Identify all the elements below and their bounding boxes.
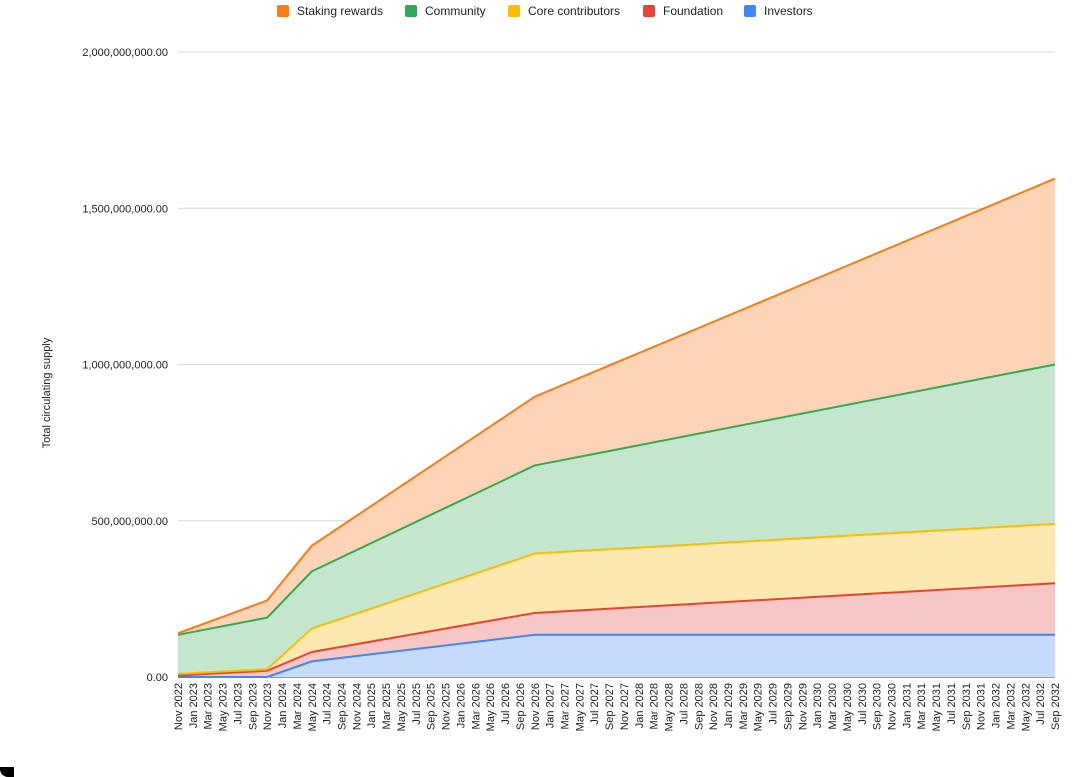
series-areas [178, 178, 1055, 677]
y-tick-label: 0.00 [147, 672, 168, 684]
x-tick-label: Nov 2028 [708, 683, 720, 730]
y-tick-label: 2,000,000,000.00 [82, 47, 168, 59]
y-tick-label: 1,500,000,000.00 [82, 203, 168, 215]
x-tick-label: Jan 2024 [277, 683, 289, 728]
x-tick-label: Nov 2030 [886, 683, 898, 730]
x-tick-label: Mar 2025 [381, 683, 393, 729]
x-tick-label: Nov 2026 [530, 683, 542, 730]
line-core-contributors[interactable] [177, 522, 1056, 675]
x-tick-label: May 2029 [753, 683, 765, 731]
legend-label: Core contributors [528, 4, 620, 18]
legend-item-core-contributors[interactable]: Core contributors [508, 4, 620, 18]
x-axis: Nov 2022 Jan 2023 Mar 2023 May 2023 Jul 2023… [173, 683, 1062, 731]
legend-swatch [405, 5, 417, 17]
x-tick-label: Nov 2023 [262, 683, 274, 730]
x-tick-label: May 2024 [307, 683, 319, 731]
y-axis-title: Total circulating supply [41, 337, 53, 448]
x-tick-label: May 2025 [396, 683, 408, 731]
series-lines [177, 177, 1056, 678]
line-foundation[interactable] [177, 582, 1056, 677]
x-tick-label: May 2023 [218, 683, 230, 731]
area-foundation[interactable] [178, 583, 1055, 677]
x-tick-label: Jul 2028 [678, 683, 690, 725]
x-tick-label: Sep 2024 [337, 683, 349, 730]
x-tick-label: Sep 2031 [961, 683, 973, 730]
x-tick-label: May 2026 [485, 683, 497, 731]
x-tick-label: Mar 2032 [1005, 683, 1017, 729]
line-community[interactable] [177, 363, 1056, 636]
x-tick-label: Sep 2028 [693, 683, 705, 730]
x-tick-label: Sep 2030 [872, 683, 884, 730]
legend-label: Investors [764, 4, 813, 18]
x-tick-label: Mar 2023 [203, 683, 215, 729]
x-tick-label: Jan 2031 [901, 683, 913, 728]
area-core-contributors[interactable] [178, 523, 1055, 676]
legend-swatch [508, 5, 520, 17]
x-tick-label: May 2030 [842, 683, 854, 731]
legend-label: Staking rewards [297, 4, 383, 18]
x-tick-label: Jul 2030 [857, 683, 869, 725]
x-tick-label: Mar 2028 [649, 683, 661, 729]
x-tick-label: Mar 2026 [470, 683, 482, 729]
x-tick-label: Mar 2030 [827, 683, 839, 729]
x-tick-label: Jul 2027 [589, 683, 601, 725]
x-tick-label: May 2028 [664, 683, 676, 731]
x-tick-label: Jul 2023 [232, 683, 244, 725]
line-staking-rewards[interactable] [177, 177, 1056, 635]
y-axis: 0.00 500,000,000.00 1,000,000,000.00 1,500,… [82, 47, 168, 684]
x-tick-label: Nov 2025 [441, 683, 453, 730]
x-tick-label: Jan 2027 [545, 683, 557, 728]
x-tick-label: Jan 2030 [812, 683, 824, 728]
x-tick-label: Jan 2025 [366, 683, 378, 728]
y-tick-label: 500,000,000.00 [92, 516, 168, 528]
legend[interactable]: Staking rewards Community Core contributor… [277, 4, 813, 18]
legend-item-investors[interactable]: Investors [744, 4, 813, 18]
x-tick-label: Sep 2027 [604, 683, 616, 730]
x-tick-label: Mar 2024 [292, 683, 304, 729]
x-tick-label: Nov 2031 [976, 683, 988, 730]
legend-label: Foundation [663, 4, 723, 18]
x-tick-label: Nov 2024 [351, 683, 363, 730]
x-tick-label: Jul 2025 [411, 683, 423, 725]
legend-swatch [643, 5, 655, 17]
x-tick-label: Nov 2022 [173, 683, 185, 730]
x-tick-label: May 2032 [1020, 683, 1032, 731]
x-tick-label: Jan 2029 [723, 683, 735, 728]
x-tick-label: Jul 2026 [500, 683, 512, 725]
x-tick-label: Sep 2029 [782, 683, 794, 730]
legend-swatch [277, 5, 289, 17]
x-tick-label: Jan 2026 [455, 683, 467, 728]
x-tick-label: Sep 2026 [515, 683, 527, 730]
legend-item-community[interactable]: Community [405, 4, 486, 18]
x-tick-label: Jan 2023 [188, 683, 200, 728]
x-tick-label: Sep 2023 [247, 683, 259, 730]
x-tick-label: Jul 2024 [322, 683, 334, 725]
x-tick-label: Sep 2032 [1050, 683, 1062, 730]
x-tick-label: Mar 2027 [559, 683, 571, 729]
legend-item-foundation[interactable]: Foundation [643, 4, 723, 18]
x-tick-label: Jul 2031 [946, 683, 958, 725]
x-tick-label: Nov 2029 [797, 683, 809, 730]
x-tick-label: Sep 2025 [426, 683, 438, 730]
x-tick-label: Jul 2029 [768, 683, 780, 725]
y-tick-label: 1,000,000,000.00 [82, 360, 168, 372]
x-tick-label: Mar 2029 [738, 683, 750, 729]
legend-swatch [744, 5, 756, 17]
x-tick-label: Nov 2027 [619, 683, 631, 730]
x-tick-label: Jan 2032 [991, 683, 1003, 728]
legend-label: Community [425, 4, 486, 18]
x-tick-label: Jul 2032 [1035, 683, 1047, 725]
window-corner [0, 767, 14, 777]
x-tick-label: Mar 2031 [916, 683, 928, 729]
area-staking-rewards[interactable] [178, 178, 1055, 635]
x-tick-label: May 2027 [574, 683, 586, 731]
legend-item-staking-rewards[interactable]: Staking rewards [277, 4, 383, 18]
line-investors[interactable] [178, 633, 1055, 678]
x-tick-label: May 2031 [931, 683, 943, 731]
x-tick-label: Jan 2028 [634, 683, 646, 728]
area-community[interactable] [178, 364, 1055, 674]
area-investors[interactable] [178, 634, 1055, 677]
